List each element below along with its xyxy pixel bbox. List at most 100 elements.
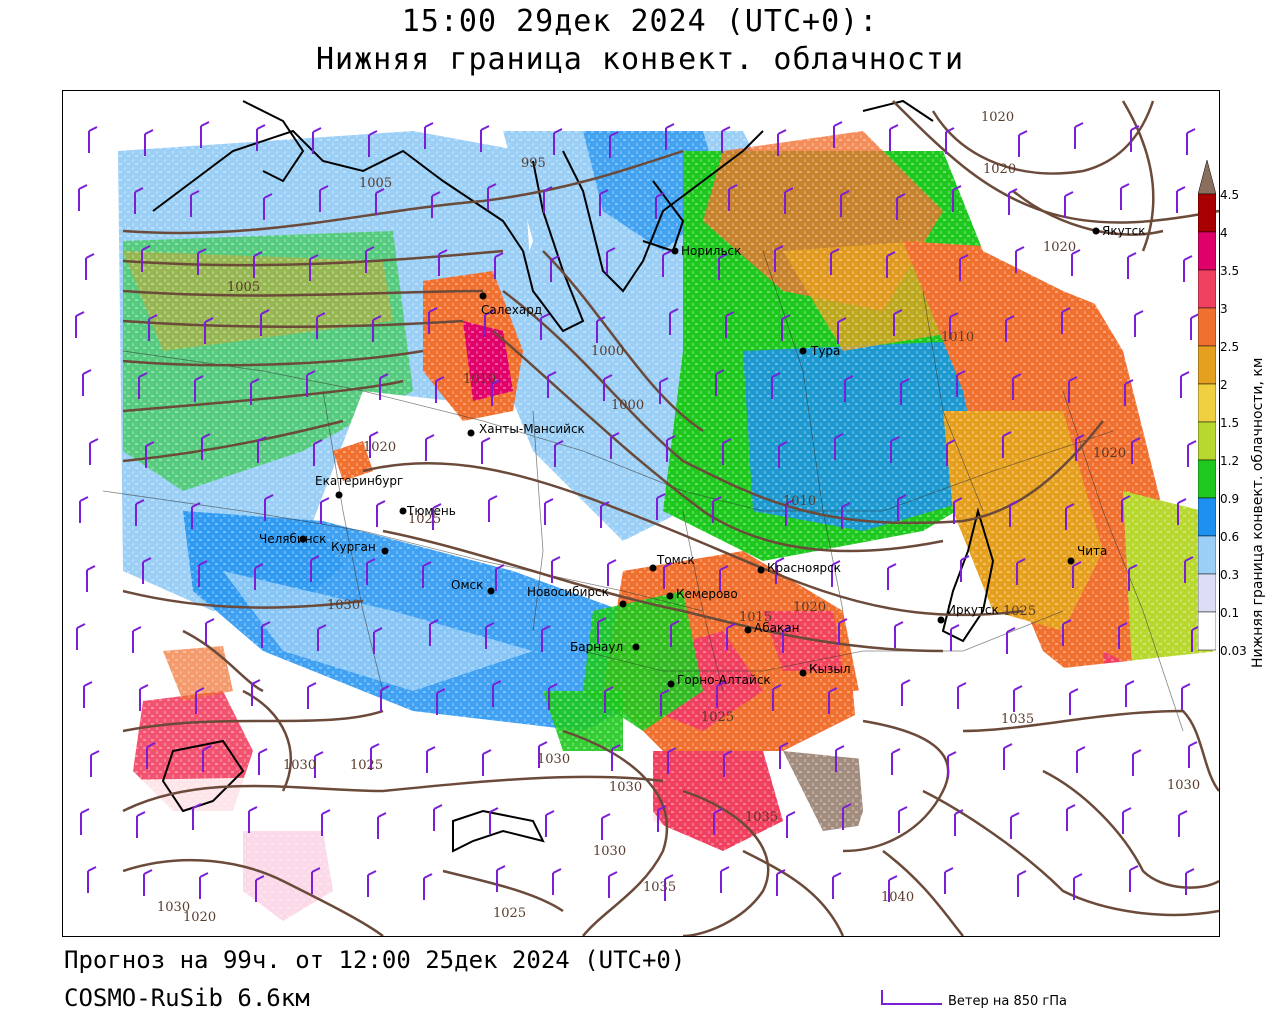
wind-barb bbox=[945, 127, 955, 154]
wind-barb bbox=[544, 498, 554, 525]
city-label: Красноярск bbox=[767, 561, 841, 575]
wind-barb bbox=[718, 253, 728, 280]
wind-barb bbox=[1134, 310, 1144, 337]
wind-barb bbox=[424, 122, 434, 149]
wind-barb bbox=[655, 192, 665, 219]
wind-barb bbox=[944, 867, 954, 894]
wind-barb bbox=[1017, 870, 1027, 897]
wind-barb bbox=[1018, 130, 1028, 157]
wind-barb bbox=[1188, 741, 1198, 768]
wind-barb bbox=[199, 872, 209, 899]
wind-barb bbox=[423, 873, 433, 900]
isobar-label: 995 bbox=[521, 156, 546, 171]
colorbar-tick-label: 2 bbox=[1220, 378, 1228, 392]
wind-barb bbox=[949, 312, 959, 339]
wind-barb bbox=[487, 183, 497, 210]
wind-barb bbox=[784, 187, 794, 214]
city-label: Екатеринбург bbox=[315, 474, 403, 488]
city-label: Якутск bbox=[1102, 224, 1146, 238]
wind-barb bbox=[311, 867, 321, 894]
isobar-label: 1015 bbox=[739, 610, 772, 625]
wind-barb bbox=[828, 687, 838, 714]
wind-barb bbox=[422, 561, 432, 588]
weather-map[interactable]: 1020 1020 1020 995 1000 1000 1005 1010 1010 1010 1… bbox=[62, 90, 1220, 937]
wind-barb bbox=[367, 870, 377, 897]
wind-barb bbox=[785, 499, 795, 526]
wind-barb bbox=[601, 813, 611, 840]
wind-barb bbox=[79, 496, 89, 523]
isobar-label: 1020 bbox=[793, 600, 826, 615]
colorbar-swatch bbox=[1197, 611, 1217, 651]
wind-barb bbox=[379, 373, 389, 400]
wind-barb bbox=[307, 682, 317, 709]
wind-barb bbox=[1013, 685, 1023, 712]
wind-barb bbox=[1075, 434, 1085, 461]
wind-barb bbox=[1176, 186, 1186, 213]
wind-barb bbox=[786, 811, 796, 838]
city-label: Томск bbox=[656, 553, 695, 567]
wind-barb bbox=[608, 871, 618, 898]
wind-barb bbox=[725, 311, 735, 338]
wind-barb bbox=[947, 751, 957, 778]
wind-barb bbox=[202, 745, 212, 772]
wind-barb bbox=[1129, 865, 1139, 892]
wind-barb bbox=[1124, 379, 1134, 406]
wind-legend-icon bbox=[881, 990, 942, 1005]
isobar-label: 1025 bbox=[493, 906, 526, 921]
wind-barb bbox=[264, 494, 274, 521]
wind-barb bbox=[830, 248, 840, 275]
wind-barb bbox=[88, 126, 98, 153]
wind-legend-label: Ветер на 850 гПа bbox=[948, 994, 1067, 1009]
wind-barb bbox=[1128, 564, 1138, 591]
wind-barb bbox=[372, 315, 382, 342]
city-dot bbox=[399, 507, 407, 515]
colorbar-tick-label: 4.5 bbox=[1220, 188, 1240, 202]
wind-barb bbox=[312, 127, 322, 154]
wind-barb bbox=[80, 808, 90, 835]
isobar-label: 1035 bbox=[1001, 712, 1034, 727]
wind-barb bbox=[890, 436, 900, 463]
wind-barb bbox=[370, 743, 380, 770]
wind-barb bbox=[480, 125, 490, 152]
isobar-label: 1030 bbox=[283, 758, 316, 773]
wind-barb bbox=[777, 129, 787, 156]
wind-barb bbox=[87, 866, 97, 893]
wind-barb bbox=[551, 556, 561, 583]
wind-barb bbox=[894, 621, 904, 648]
wind-barb bbox=[261, 621, 271, 648]
wind-barb bbox=[723, 750, 733, 777]
wind-barb bbox=[190, 190, 200, 217]
wind-barb bbox=[263, 193, 273, 220]
wind-legend: Ветер на 850 гПа bbox=[880, 988, 1140, 1014]
map-subtitle: Нижняя граница конвект. облачности bbox=[315, 42, 965, 77]
wind-barb bbox=[670, 620, 680, 647]
wind-barb bbox=[774, 245, 784, 272]
isobar-label: 1025 bbox=[701, 710, 734, 725]
wind-barb bbox=[250, 378, 260, 405]
wind-barb bbox=[715, 369, 725, 396]
isobar-labels: 1020 1020 1020 995 1000 1000 1005 1010 1010 1010 1… bbox=[157, 110, 1200, 925]
wind-barb bbox=[722, 438, 732, 465]
city-dot bbox=[667, 680, 675, 688]
isobar-label: 1020 bbox=[183, 910, 216, 925]
wind-barb bbox=[1066, 804, 1076, 831]
city-dot bbox=[757, 566, 765, 574]
colorbar-cap bbox=[1197, 159, 1217, 195]
wind-barb bbox=[956, 370, 966, 397]
isobar-label: 1000 bbox=[591, 344, 624, 359]
wind-barb bbox=[726, 623, 736, 650]
isobar-label: 1025 bbox=[350, 758, 383, 773]
city-dot bbox=[487, 587, 495, 595]
wind-barb bbox=[436, 688, 446, 715]
wind-barb bbox=[886, 251, 896, 278]
wind-barb bbox=[1132, 749, 1142, 776]
wind-barb bbox=[316, 312, 326, 339]
wind-barb bbox=[604, 686, 614, 713]
isobar-label: 1040 bbox=[881, 890, 914, 905]
wind-barb bbox=[1122, 807, 1132, 834]
wind-barb bbox=[432, 503, 442, 530]
wind-barb bbox=[1010, 812, 1020, 839]
wind-barb bbox=[144, 129, 154, 156]
wind-barb bbox=[201, 433, 211, 460]
wind-barb bbox=[260, 309, 270, 336]
